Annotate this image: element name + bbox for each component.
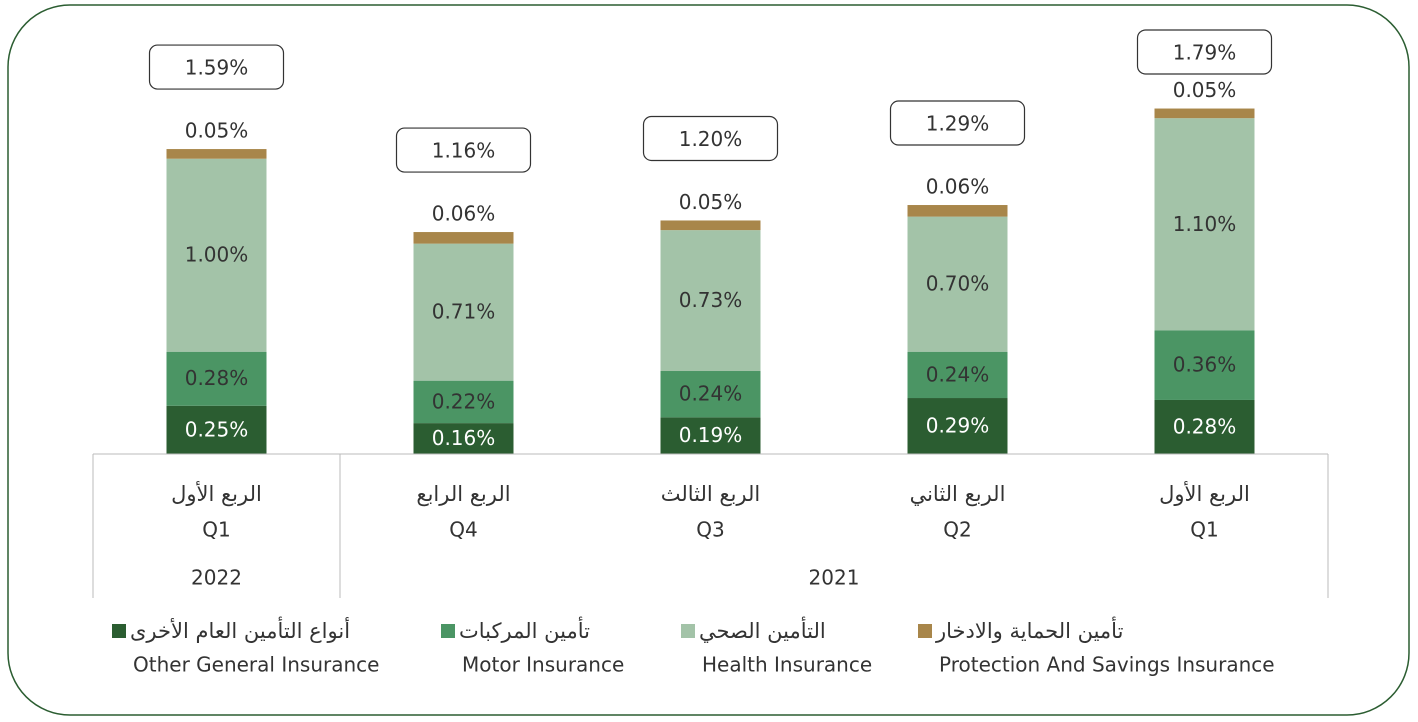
category-label-ar: الربع الثالث (661, 482, 761, 506)
bar-segment (166, 351, 267, 406)
category-label: Q2 (943, 518, 971, 542)
bar-segment (660, 220, 761, 231)
legend-label-ar: أنواع التأمين العام الأخرى (130, 616, 350, 643)
value-label: 0.36% (1173, 353, 1237, 377)
category-label: Q4 (449, 518, 477, 542)
total-label: 1.59% (185, 56, 249, 80)
bar-segment (1154, 399, 1255, 454)
frame (7, 4, 1410, 716)
bar-segment (166, 158, 267, 352)
value-label: 0.05% (1173, 78, 1237, 102)
group-label: 2021 (809, 566, 860, 590)
total-box (1136, 29, 1273, 75)
bar-segment (907, 205, 1008, 217)
value-label: 0.22% (432, 389, 496, 413)
bar-segment (660, 230, 761, 372)
category-label-ar: الربع الرابع (416, 482, 510, 506)
bar-segment (166, 405, 267, 454)
bar-segment (413, 380, 514, 424)
bar-segment (413, 243, 514, 381)
bar-segment (907, 351, 1008, 399)
value-label: 0.28% (185, 366, 249, 390)
total-label: 1.16% (432, 139, 496, 163)
value-label: 0.29% (926, 414, 990, 438)
legend-swatch (112, 624, 126, 638)
value-label: 0.06% (432, 202, 496, 226)
bar-segment (1154, 108, 1255, 119)
total-label: 1.79% (1173, 41, 1237, 65)
value-label: 0.05% (679, 190, 743, 214)
total-label: 1.20% (679, 127, 743, 151)
bar-segment (907, 216, 1008, 352)
legend-swatch (918, 624, 932, 638)
total-box (889, 100, 1026, 146)
category-label: Q3 (696, 518, 724, 542)
value-label: 0.28% (1173, 414, 1237, 438)
bar-segment (907, 398, 1008, 454)
legend-swatch (441, 624, 455, 638)
bar-segment (413, 232, 514, 244)
bar-segment (660, 371, 761, 418)
value-label: 0.06% (926, 175, 990, 199)
value-label: 0.25% (185, 417, 249, 441)
total-label: 1.29% (926, 112, 990, 136)
value-label: 0.05% (185, 119, 249, 143)
category-label-ar: الربع الأول (1159, 481, 1250, 506)
legend-label: Other General Insurance (133, 653, 379, 677)
value-label: 0.71% (432, 300, 496, 324)
value-label: 0.24% (679, 382, 743, 406)
legend-label: Protection And Savings Insurance (939, 653, 1275, 677)
bar-segment (413, 423, 514, 454)
value-label: 0.24% (926, 362, 990, 386)
bar-segment (1154, 330, 1255, 400)
category-label-ar: الربع الأول (171, 481, 262, 506)
value-label: 1.10% (1173, 212, 1237, 236)
value-label: 1.00% (185, 243, 249, 267)
value-label: 0.19% (679, 423, 743, 447)
legend-label-ar: تأمين الحماية والادخار (935, 616, 1124, 643)
legend-label-ar: تأمين المركبات (459, 616, 590, 643)
total-box (148, 44, 285, 90)
legend-label-ar: التأمين الصحي (699, 616, 826, 643)
legend-label: Health Insurance (702, 653, 872, 677)
bar-segment (660, 417, 761, 454)
bar-segment (1154, 118, 1255, 331)
legend-label: Motor Insurance (462, 653, 624, 677)
category-label-ar: الربع الثاني (910, 482, 1006, 506)
value-label: 0.16% (432, 426, 496, 450)
category-label: Q1 (202, 518, 230, 542)
value-label: 0.73% (679, 288, 743, 312)
total-box (395, 127, 532, 173)
bar-segment (166, 149, 267, 159)
category-label: Q1 (1190, 518, 1218, 542)
group-label: 2022 (191, 566, 242, 590)
total-box (642, 115, 779, 162)
legend-swatch (681, 624, 695, 638)
value-label: 0.70% (926, 272, 990, 296)
